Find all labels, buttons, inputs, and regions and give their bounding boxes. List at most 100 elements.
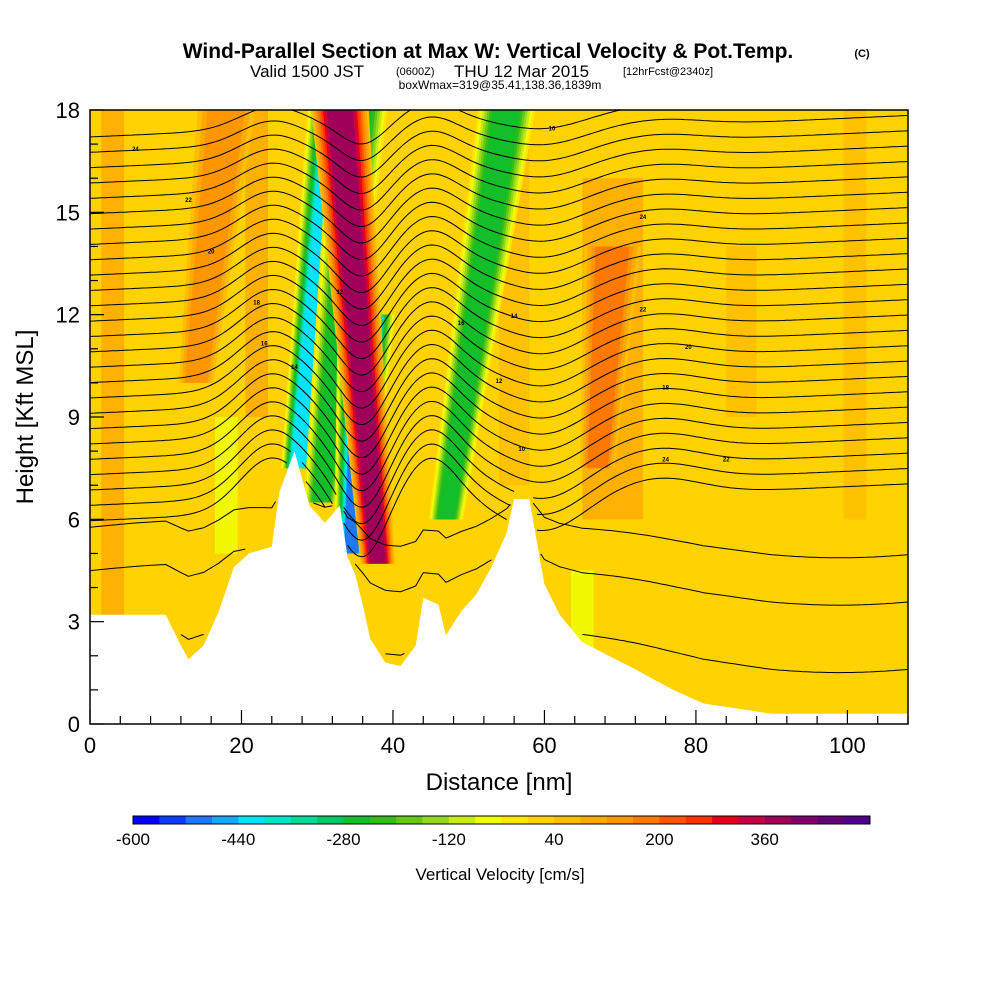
colorbar-swatch [817, 816, 845, 824]
valid-utc: (0600Z) [396, 66, 435, 78]
colorbar-tick-label: 40 [545, 830, 564, 849]
colorbar-swatch [343, 816, 371, 824]
isentrope-label: 24 [640, 215, 647, 221]
isentrope-line [90, 329, 908, 409]
colorbar-swatch [659, 816, 687, 824]
x-tick-label: 60 [532, 733, 556, 758]
isentrope-line [90, 372, 908, 459]
velocity-patch [843, 110, 867, 520]
velocity-patch [101, 110, 125, 629]
colorbar-swatch [211, 816, 239, 824]
colorbar: -600 -440 -280 -120 40 200 360 [116, 815, 871, 849]
colorbar-swatch [159, 816, 187, 824]
colorbar-swatch [633, 816, 660, 824]
x-axis-label: Distance [nm] [426, 769, 573, 796]
velocity-band [437, 110, 521, 520]
isentrope-label: 24 [132, 147, 139, 153]
isentrope-line [180, 633, 908, 674]
colorbar-swatch [238, 816, 266, 824]
colorbar-swatch [448, 816, 476, 824]
x-axis: 0 20 40 60 80 100 [84, 710, 909, 758]
colorbar-swatch [580, 816, 608, 824]
colorbar-swatch [527, 816, 555, 824]
terrain [90, 451, 908, 724]
isentrope-label: 10 [518, 447, 525, 453]
y-tick-label: 12 [56, 303, 80, 328]
colorbar-swatch [501, 816, 529, 824]
colorbar-tick-label: 200 [645, 830, 673, 849]
isentrope-line [90, 315, 908, 393]
plot-area: 24 22 20 18 16 14 12 10 24 22 20 18 16 14 12 10 24 22 [90, 110, 908, 724]
colorbar-swatch [712, 816, 739, 824]
box-wmax-info: boxWmax=319@35.41,138.36,1839m [399, 78, 602, 92]
colorbar-swatch [133, 816, 160, 824]
colorbar-tick-label: -280 [327, 830, 361, 849]
colorbar-swatch [685, 816, 713, 824]
isentrope-line [90, 457, 908, 558]
isentrope-line [90, 386, 908, 475]
isentrope-line [90, 159, 908, 211]
isentrope-label: 16 [261, 341, 268, 347]
isentrope-label: 20 [685, 345, 692, 351]
velocity-band [326, 110, 386, 564]
isentrope-line [90, 258, 908, 327]
velocity-patch [726, 246, 757, 417]
isentrope-label: 12 [337, 290, 344, 296]
colorbar-swatch [764, 816, 792, 824]
isentrope-line [90, 501, 908, 559]
colorbar-swatch [396, 816, 424, 824]
y-axis: 0 3 6 9 12 15 18 [56, 98, 104, 737]
isentrope-line [90, 343, 908, 426]
isentrope-line [90, 110, 623, 145]
isentrope-line [90, 230, 908, 294]
chart-subtitle: Valid 1500 JST (0600Z) THU 12 Mar 2015 [… [250, 62, 713, 81]
isentrope-line [90, 358, 908, 442]
chart-title: Wind-Parallel Section at Max W: Vertical… [183, 40, 794, 63]
velocity-patch [214, 417, 238, 554]
isentrope-line [90, 187, 908, 244]
colorbar-swatch [606, 816, 634, 824]
colorbar-tick-label: -120 [432, 830, 466, 849]
y-tick-label: 3 [68, 610, 80, 635]
isentrope-label: 18 [253, 300, 260, 306]
isentrope-line [90, 215, 908, 277]
valid-time: Valid 1500 JST [250, 62, 364, 81]
y-tick-label: 15 [56, 200, 80, 225]
isentrope-label: 16 [458, 321, 465, 327]
isentrope-label: 14 [511, 314, 518, 320]
colorbar-swatch [554, 816, 581, 824]
isentrope-line [90, 301, 908, 376]
colorbar-swatch [369, 816, 397, 824]
colorbar-swatch [185, 816, 213, 824]
isentrope-label: 22 [723, 457, 730, 463]
isentrope-label: 10 [549, 126, 556, 132]
isentrope-label: 22 [640, 307, 647, 313]
colorbar-swatch [264, 816, 292, 824]
colorbar-tick-label: -440 [221, 830, 255, 849]
copyright-mark: (C) [854, 48, 870, 60]
isentrope-line [90, 548, 908, 606]
isentrope-label: 22 [185, 198, 192, 204]
isentrope-label: 20 [208, 249, 215, 255]
x-tick-label: 20 [229, 733, 253, 758]
isentrope-line [90, 400, 908, 492]
colorbar-swatch [422, 816, 450, 824]
y-tick-label: 18 [56, 98, 80, 123]
colorbar-tick-label: -600 [116, 830, 150, 849]
isentrope-line [90, 244, 908, 310]
colorbar-swatch [317, 816, 345, 824]
colorbar-label: Vertical Velocity [cm/s] [415, 865, 584, 884]
x-tick-label: 40 [381, 733, 405, 758]
isentrope-line [90, 130, 908, 178]
isentrope-line [90, 287, 908, 360]
isentrope-label: 12 [496, 379, 503, 385]
x-tick-label: 100 [829, 733, 866, 758]
isentrope-line [90, 144, 908, 195]
isentrope-label: 24 [662, 457, 669, 463]
colorbar-swatch [290, 816, 318, 824]
isentrope-line [90, 429, 908, 525]
y-tick-label: 6 [68, 507, 80, 532]
forecast-info: [12hrFcst@2340z] [623, 66, 713, 78]
colorbar-swatch [843, 816, 871, 824]
isentrope-line [90, 115, 908, 162]
